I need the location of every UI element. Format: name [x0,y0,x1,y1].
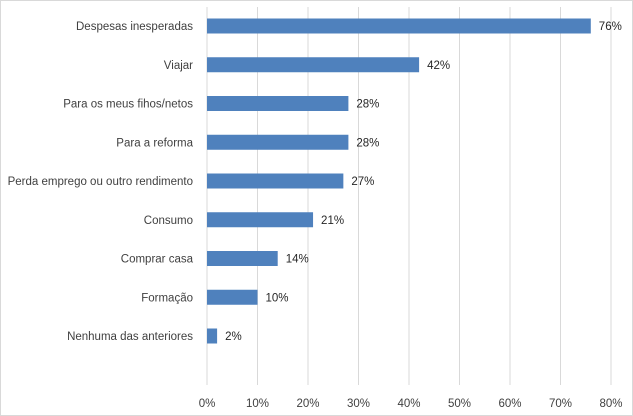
category-label: Nenhuma das anteriores [67,331,193,343]
bar [207,134,349,150]
bars [207,18,591,344]
data-label: 28% [356,99,379,111]
x-tick-label: 40% [397,398,420,410]
value-labels: 76% 42% 28% 28% 27% 21% 14% 10% 2% [225,21,622,343]
data-label: 76% [599,21,622,33]
bar [207,57,420,73]
category-label: Viajar [164,60,193,72]
bar [207,289,258,305]
data-label: 27% [351,176,374,188]
category-label: Formação [141,292,193,304]
bar [207,18,591,34]
data-label: 10% [266,292,289,304]
category-label: Consumo [144,215,193,227]
data-label: 28% [356,137,379,149]
x-tick-label: 70% [549,398,572,410]
bar [207,212,314,228]
bar [207,328,218,344]
category-label: Perda emprego ou outro rendimento [8,176,193,188]
x-tick-label: 80% [599,398,622,410]
x-tick-label: 60% [498,398,521,410]
category-label: Despesas inesperadas [76,21,193,33]
x-tick-label: 50% [448,398,471,410]
bar [207,251,278,266]
data-label: 14% [286,254,309,266]
data-label: 42% [427,60,450,72]
category-labels: Despesas inesperadas Viajar Para os meus f… [8,21,194,343]
category-label: Para a reforma [116,137,193,149]
category-label: Para os meus fihos/netos [63,99,193,111]
bar [207,173,344,189]
x-tick-label: 20% [296,398,319,410]
x-axis-ticks: 0% 10% 20% 30% 40% 50% 60% 70% 80% [199,398,623,410]
data-label: 21% [321,215,344,227]
category-label: Comprar casa [121,254,194,266]
x-tick-label: 10% [246,398,269,410]
x-tick-label: 0% [199,398,216,410]
bar [207,96,349,111]
data-label: 2% [225,331,242,343]
x-tick-label: 30% [347,398,370,410]
